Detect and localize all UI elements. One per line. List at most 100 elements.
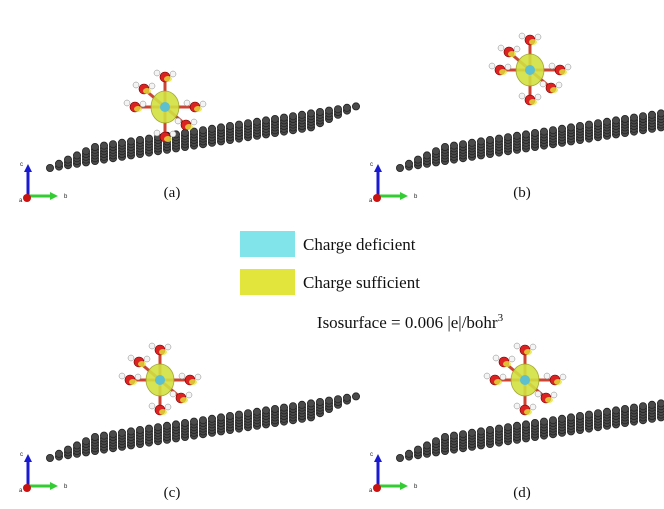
carbon-atom — [549, 417, 556, 424]
carbon-atom — [73, 442, 80, 449]
hydrogen-atom — [519, 93, 525, 99]
carbon-atom — [639, 403, 646, 410]
carbon-atom — [459, 431, 466, 438]
hydrogen-atom — [489, 63, 495, 69]
carbon-atom — [262, 407, 269, 414]
carbon-atom — [343, 104, 350, 111]
carbon-atom — [558, 125, 565, 132]
hydrogen-atom — [191, 119, 197, 125]
carbon-atom — [432, 438, 439, 445]
carbon-atom — [513, 422, 520, 429]
axis-a — [373, 194, 381, 202]
carbon-atom — [271, 115, 278, 122]
carbon-atom — [109, 431, 116, 438]
carbon-atom — [289, 113, 296, 120]
carbon-atom — [181, 419, 188, 426]
carbon-atom — [262, 117, 269, 124]
carbon-atom — [486, 426, 493, 433]
carbon-atom — [468, 139, 475, 146]
axis-label: b — [414, 484, 418, 490]
axis-c-head — [24, 164, 32, 172]
carbon-atom — [64, 156, 71, 163]
hydrogen-atom — [551, 392, 557, 398]
isosurface-lobe — [529, 99, 537, 105]
carbon-atom — [82, 148, 89, 155]
carbon-atom — [621, 115, 628, 122]
hydrogen-atom — [565, 64, 571, 70]
hydrogen-atom — [149, 343, 155, 349]
carbon-atom — [504, 424, 511, 431]
hydrogen-atom — [514, 343, 520, 349]
carbon-atom — [657, 110, 664, 117]
hydrogen-atom — [140, 101, 146, 107]
hydrogen-atom — [135, 374, 141, 380]
figure: cba(a)cba(b)cba(c)cba(d)Charge deficient… — [0, 0, 664, 509]
axis-label: a — [369, 198, 373, 204]
panel-label: (a) — [164, 185, 181, 201]
carbon-atom — [280, 404, 287, 411]
carbon-atom — [486, 136, 493, 143]
isosurface-lobe — [138, 361, 146, 367]
axis-label: c — [20, 162, 23, 168]
hydrogen-atom — [124, 100, 130, 106]
carbon-atom — [253, 408, 260, 415]
axis-label: c — [370, 162, 373, 168]
axis-c-head — [24, 454, 32, 462]
metal-atom — [160, 102, 170, 112]
isosurface-lobe — [164, 136, 172, 142]
hydrogen-atom — [170, 391, 176, 397]
carbon-atom — [244, 120, 251, 127]
hydrogen-atom — [530, 404, 536, 410]
carbon-atom — [280, 114, 287, 121]
carbon-atom — [585, 411, 592, 418]
hydrogen-atom — [500, 374, 506, 380]
metal-atom — [155, 375, 165, 385]
axis-label: a — [369, 488, 373, 494]
carbon-atom — [621, 405, 628, 412]
hydrogen-atom — [133, 82, 139, 88]
carbon-atom — [109, 141, 116, 148]
carbon-atom — [405, 160, 412, 167]
hydrogen-atom — [170, 131, 176, 137]
isosurface-lobe — [499, 69, 507, 75]
hydrogen-atom — [509, 356, 515, 362]
isosurface-lobe — [559, 69, 567, 75]
hydrogen-atom — [540, 81, 546, 87]
isosurface-lobe — [550, 87, 558, 93]
carbon-atom — [235, 121, 242, 128]
carbon-atom — [594, 410, 601, 417]
axis-label: b — [414, 194, 418, 200]
carbon-atom — [73, 152, 80, 159]
carbon-atom — [343, 394, 350, 401]
panel-label: (c) — [164, 485, 181, 501]
carbon-atom — [145, 135, 152, 142]
isosurface-lobe — [143, 88, 151, 94]
carbon-atom — [468, 429, 475, 436]
axis-label: c — [370, 452, 373, 458]
carbon-atom — [352, 393, 359, 400]
axis-label: b — [64, 194, 68, 200]
panel-label: (b) — [513, 185, 531, 201]
carbon-atom — [46, 164, 53, 171]
carbon-atom — [414, 446, 421, 453]
carbon-atom — [91, 433, 98, 440]
carbon-atom — [307, 110, 314, 117]
isosurface-lobe — [503, 361, 511, 367]
carbon-atom — [118, 429, 125, 436]
carbon-atom — [289, 403, 296, 410]
legend-label: Charge deficient — [303, 235, 416, 254]
isosurface-lobe — [524, 409, 532, 415]
axis-b-head — [400, 192, 408, 200]
hydrogen-atom — [519, 33, 525, 39]
carbon-atom — [55, 160, 62, 167]
carbon-atom — [513, 132, 520, 139]
hydrogen-atom — [149, 83, 155, 89]
carbon-atom — [603, 408, 610, 415]
isosurface-superscript: 3 — [498, 312, 504, 324]
isosurface-lobe — [194, 106, 202, 112]
carbon-atom — [414, 156, 421, 163]
carbon-atom — [567, 414, 574, 421]
isosurface-lobe — [134, 106, 142, 112]
hydrogen-atom — [514, 46, 520, 52]
carbon-atom — [244, 410, 251, 417]
